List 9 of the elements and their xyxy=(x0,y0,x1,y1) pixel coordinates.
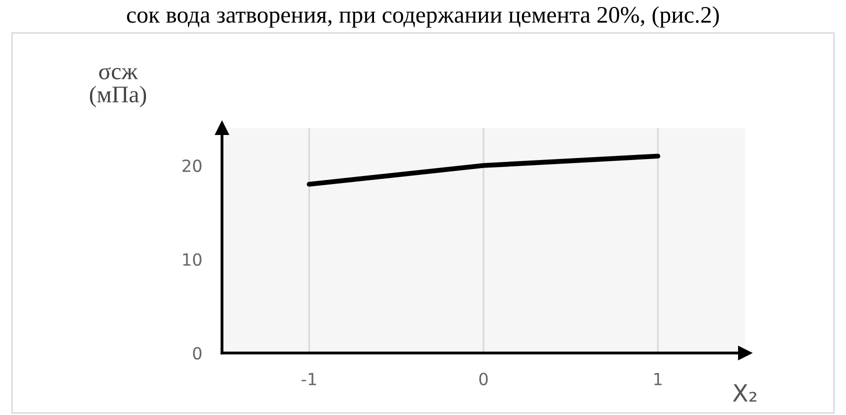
y-tick-label: 0 xyxy=(193,346,202,360)
y-axis-title: σсж (мПа) xyxy=(90,67,146,108)
x-tick-label: 0 xyxy=(479,372,488,386)
y-tick-label: 20 xyxy=(182,159,202,172)
x-tick-label: 1 xyxy=(654,372,662,386)
chart-title: сок вода затворения, при содержании цемента 20%, (рис.2) xyxy=(126,6,719,28)
y-tick-label: 10 xyxy=(183,253,202,266)
x-tick-label: -1 xyxy=(302,372,316,386)
x-axis-title: X₂ xyxy=(732,384,756,402)
